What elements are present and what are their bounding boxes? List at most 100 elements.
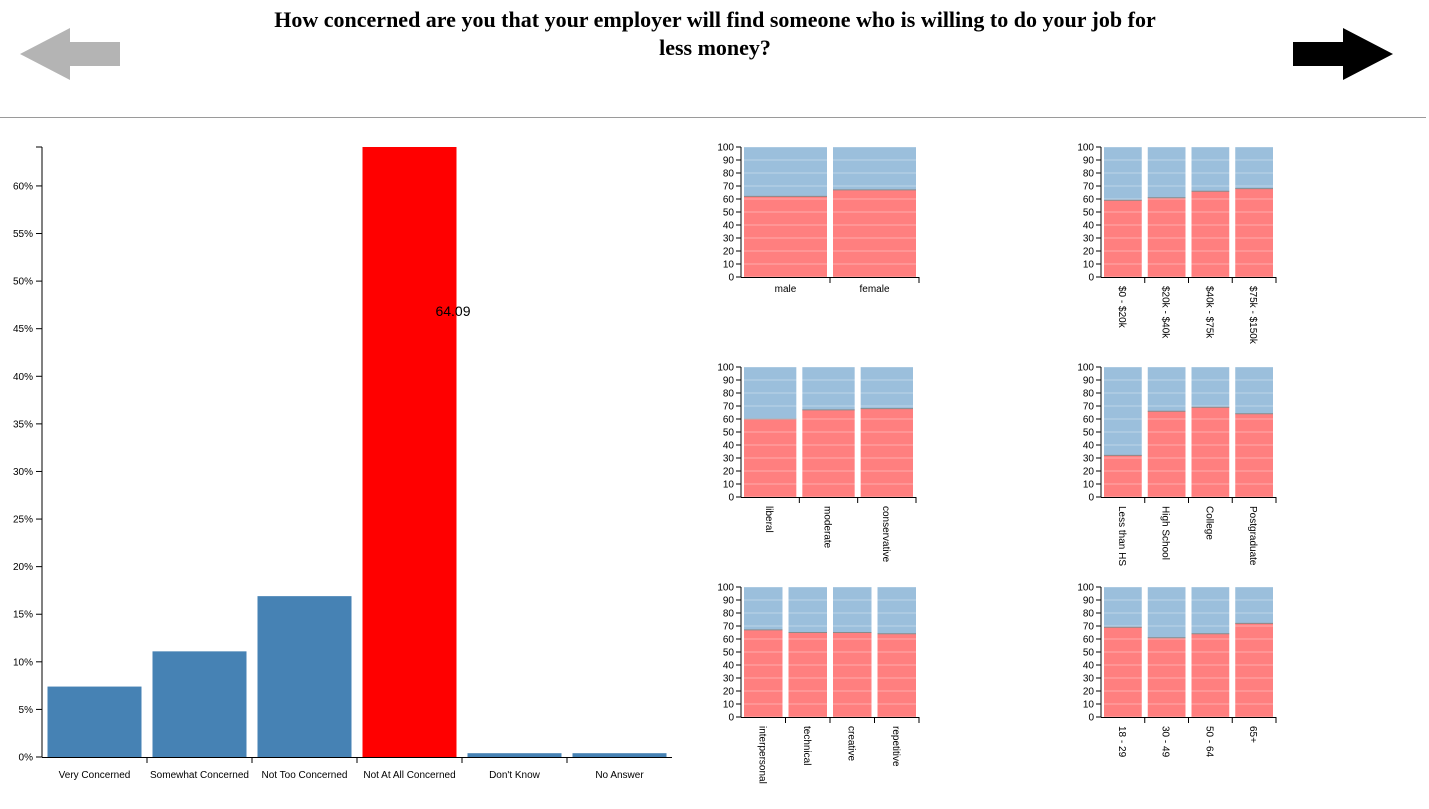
bar-segment-top [833, 147, 916, 190]
y-tick-label: 70 [1083, 622, 1095, 633]
bar-segment-top [1104, 147, 1142, 201]
data-label: 64.09 [435, 303, 470, 319]
y-tick-label: 35% [13, 419, 33, 430]
header-divider [0, 117, 1426, 118]
y-tick-label: 30 [1083, 454, 1095, 465]
y-tick-label: 30 [1083, 674, 1095, 685]
y-tick-label: 10% [13, 657, 33, 668]
y-tick-label: 30% [13, 467, 33, 478]
y-tick-label: 0 [728, 713, 734, 724]
x-tick-label: Not Too Concerned [262, 770, 348, 781]
small-chart-2: $0 - $20k $20k - $40k $40k - $75k $75k - $1… [1077, 143, 1277, 345]
bar-segment-bottom [1191, 407, 1230, 497]
bar-segment-bottom [1104, 455, 1142, 497]
x-tick-label: 30 - 49 [1160, 726, 1171, 758]
bar-segment-bottom [833, 632, 872, 717]
bar-segment-top [1235, 587, 1273, 624]
y-tick-label: 50 [723, 428, 735, 439]
arrow-right-icon[interactable] [1293, 28, 1395, 80]
x-tick-label: Very Concerned [59, 770, 131, 781]
y-tick-label: 40 [723, 661, 735, 672]
y-tick-label: 0 [1088, 273, 1094, 284]
y-tick-label: 0 [728, 493, 734, 504]
y-tick-label: 80 [723, 389, 735, 400]
small-chart-4: Less than HS High School College Postgradua… [1077, 363, 1277, 566]
y-tick-label: 50 [723, 648, 735, 659]
bar [467, 753, 562, 757]
x-tick-label: $20k - $40k [1160, 286, 1171, 339]
x-tick-label: Somewhat Concerned [150, 770, 249, 781]
y-tick-label: 40% [13, 372, 33, 383]
y-tick-label: 80 [1083, 169, 1095, 180]
y-tick-label: 100 [717, 583, 734, 594]
x-tick-label: moderate [822, 506, 833, 549]
x-tick-label: Not At All Concerned [363, 770, 455, 781]
y-tick-label: 50 [1083, 648, 1095, 659]
bar-segment-top [802, 367, 855, 410]
x-tick-label: $75k - $150k [1247, 286, 1258, 345]
y-tick-label: 10 [723, 480, 735, 491]
y-tick-label: 10 [723, 260, 735, 271]
y-tick-label: 55% [13, 229, 33, 240]
y-tick-label: 70 [723, 622, 735, 633]
y-tick-label: 90 [723, 156, 735, 167]
y-tick-label: 80 [1083, 609, 1095, 620]
y-tick-label: 80 [1083, 389, 1095, 400]
bar-segment-top [1191, 367, 1230, 408]
x-tick-label: $40k - $75k [1203, 286, 1214, 339]
bar-segment-top [1235, 147, 1273, 189]
x-tick-label: Postgraduate [1247, 506, 1258, 566]
y-tick-label: 25% [13, 515, 33, 526]
bar-segment-top [788, 587, 827, 633]
bar-segment-top [1104, 587, 1142, 628]
x-tick-label: 18 - 29 [1116, 726, 1127, 758]
y-tick-label: 50% [13, 277, 33, 288]
y-tick-label: 20 [1083, 687, 1095, 698]
bar-segment-top [1191, 147, 1230, 192]
prev-arrow-shape [20, 28, 120, 80]
arrow-left-icon[interactable] [20, 28, 122, 80]
y-tick-label: 70 [1083, 402, 1095, 413]
y-tick-label: 10 [1083, 260, 1095, 271]
bar-segment-bottom [1147, 411, 1186, 497]
y-tick-label: 60 [1083, 195, 1095, 206]
bar-segment-bottom [1235, 623, 1273, 717]
bar-segment-top [744, 147, 827, 197]
y-tick-label: 40 [1083, 441, 1095, 452]
bar-segment-top [1147, 367, 1186, 412]
bar-segment-bottom [1147, 197, 1186, 277]
bar [257, 596, 352, 757]
bar [572, 753, 667, 757]
bar-segment-bottom [1191, 191, 1230, 277]
y-tick-label: 60 [723, 415, 735, 426]
x-tick-label: 65+ [1247, 726, 1258, 743]
y-tick-label: 70 [723, 402, 735, 413]
bar-segment-top [1235, 367, 1273, 414]
y-tick-label: 40 [723, 441, 735, 452]
y-tick-label: 70 [1083, 182, 1095, 193]
bar-segment-top [860, 367, 913, 409]
small-chart-1: male female 0 10 20 30 40 50 60 70 80 90 100 [717, 143, 920, 295]
x-tick-label: technical [801, 726, 812, 765]
y-tick-label: 50 [1083, 208, 1095, 219]
y-tick-label: 50 [1083, 428, 1095, 439]
y-tick-label: 60% [13, 181, 33, 192]
y-tick-label: 10 [1083, 700, 1095, 711]
y-tick-label: 30 [1083, 234, 1095, 245]
x-tick-label: creative [845, 726, 856, 761]
x-tick-label: conservative [880, 506, 891, 563]
y-tick-label: 30 [723, 674, 735, 685]
y-tick-label: 20 [1083, 467, 1095, 478]
x-tick-label: No Answer [595, 770, 644, 781]
bar-segment-bottom [744, 629, 783, 717]
y-tick-label: 0 [1088, 713, 1094, 724]
y-tick-label: 60 [1083, 415, 1095, 426]
small-chart-3: liberal moderate conservative 0 10 20 30 40 50 60… [717, 363, 917, 563]
bar-segment-top [744, 367, 797, 419]
bar-segment-top [744, 587, 783, 630]
bar-segment-bottom [860, 408, 913, 497]
bar [47, 686, 142, 757]
bar-segment-bottom [1147, 637, 1186, 717]
